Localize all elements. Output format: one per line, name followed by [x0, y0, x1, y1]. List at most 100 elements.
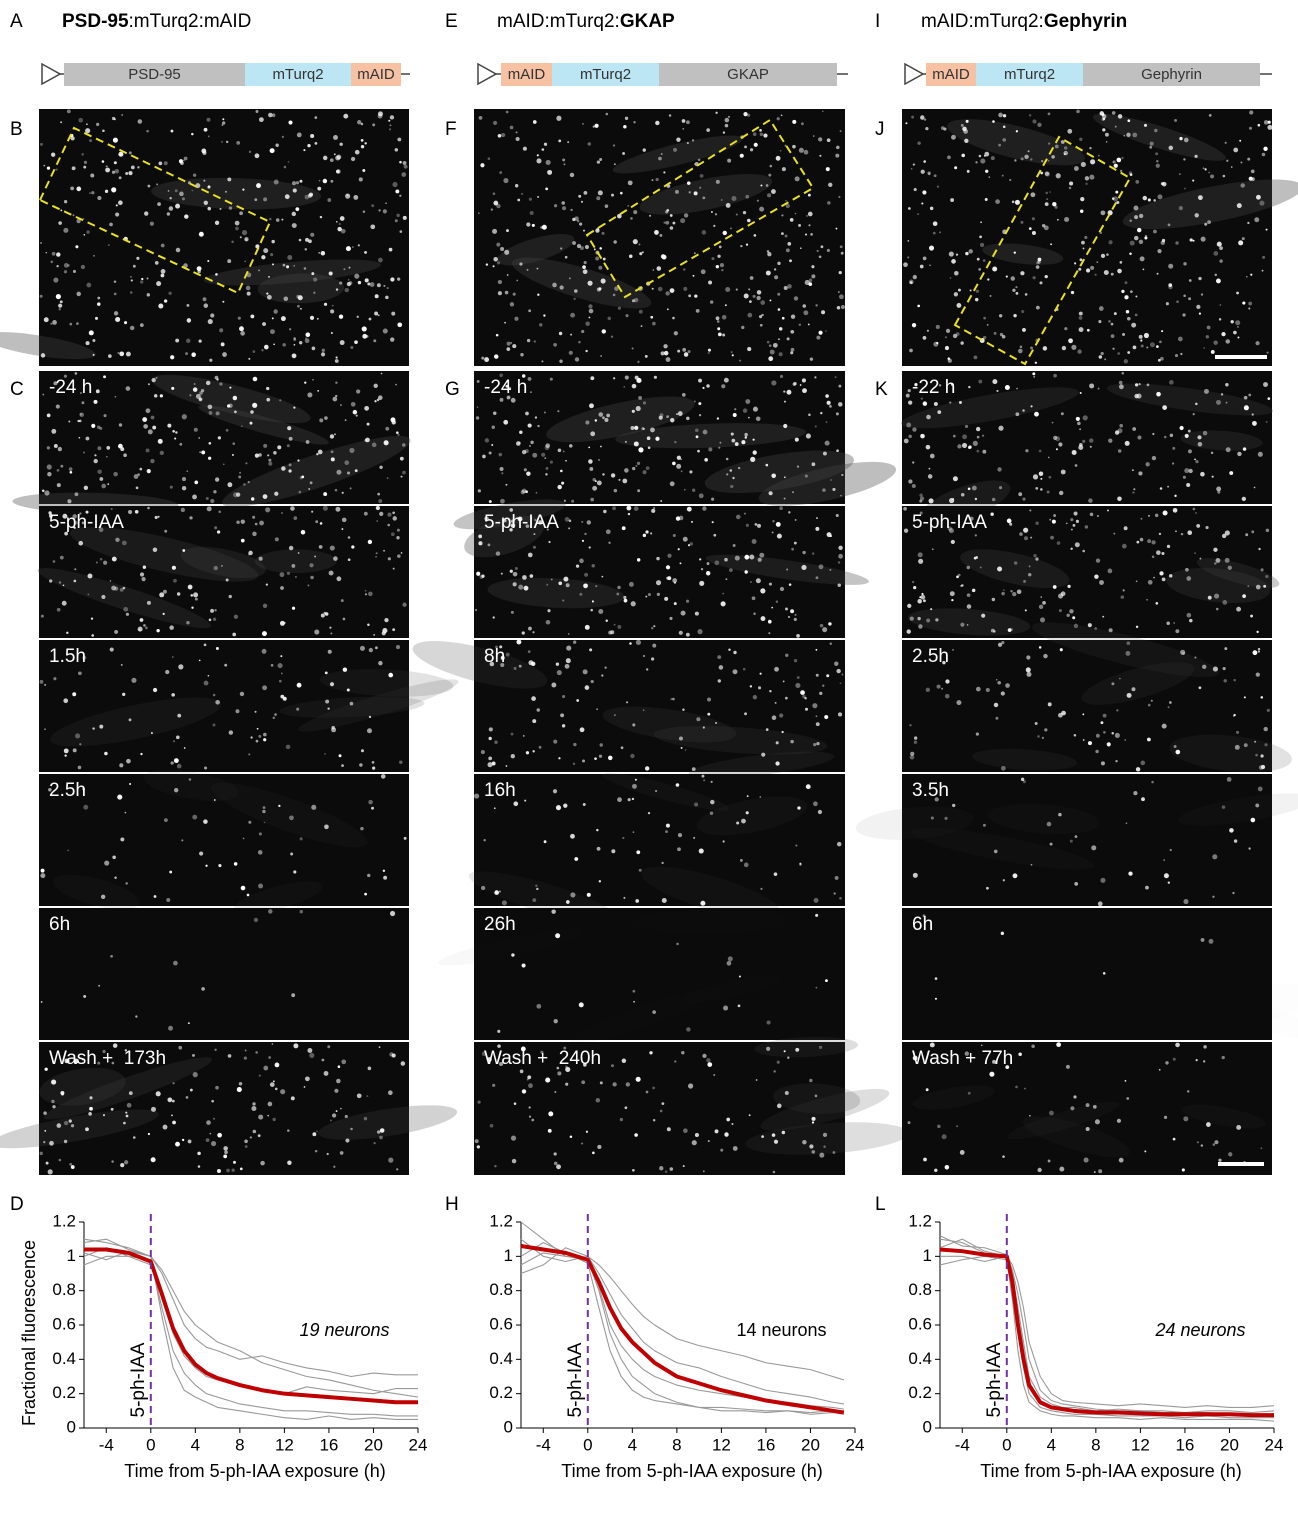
puncta: [936, 325, 940, 329]
puncta: [158, 304, 163, 309]
puncta: [49, 579, 52, 582]
puncta: [956, 1125, 958, 1127]
puncta: [115, 538, 119, 542]
puncta: [215, 1086, 219, 1090]
puncta: [827, 249, 830, 252]
puncta: [1263, 382, 1268, 387]
puncta: [960, 341, 963, 344]
puncta: [761, 753, 765, 757]
puncta: [643, 655, 645, 657]
puncta: [527, 1075, 531, 1079]
puncta: [184, 157, 188, 161]
puncta: [917, 617, 920, 620]
puncta: [150, 459, 154, 463]
puncta: [1188, 430, 1191, 433]
puncta: [511, 398, 516, 403]
puncta: [1023, 528, 1028, 533]
puncta: [214, 609, 216, 611]
puncta: [125, 812, 127, 814]
puncta: [986, 688, 990, 692]
puncta: [1251, 530, 1254, 533]
puncta: [524, 800, 526, 802]
puncta: [1179, 137, 1182, 140]
puncta: [1159, 341, 1162, 344]
puncta: [283, 622, 285, 624]
puncta: [280, 695, 284, 699]
puncta: [330, 632, 332, 634]
puncta: [69, 1163, 72, 1166]
puncta: [1137, 435, 1141, 439]
puncta: [600, 743, 603, 746]
puncta: [944, 817, 947, 820]
puncta: [529, 445, 531, 447]
puncta: [393, 568, 395, 570]
puncta: [681, 1051, 684, 1054]
puncta: [355, 469, 358, 472]
puncta: [192, 1054, 195, 1057]
puncta: [822, 627, 827, 632]
puncta: [218, 511, 221, 514]
puncta: [201, 389, 204, 392]
puncta: [259, 832, 262, 835]
puncta: [1251, 818, 1256, 823]
puncta: [759, 129, 762, 132]
puncta: [733, 669, 738, 674]
puncta: [818, 331, 822, 335]
puncta: [632, 467, 635, 470]
puncta: [493, 257, 497, 261]
puncta: [954, 292, 958, 296]
puncta: [333, 556, 338, 561]
puncta: [86, 283, 91, 288]
puncta: [158, 439, 163, 444]
puncta: [1071, 345, 1076, 350]
puncta: [913, 163, 915, 165]
puncta: [1197, 435, 1201, 439]
puncta: [1127, 693, 1132, 698]
puncta: [706, 571, 710, 575]
panel-letter: K: [875, 379, 888, 400]
puncta: [393, 516, 397, 520]
puncta: [582, 540, 584, 542]
puncta: [760, 888, 762, 890]
puncta: [812, 703, 817, 708]
puncta: [351, 157, 355, 161]
puncta: [1117, 497, 1122, 502]
puncta: [530, 574, 534, 578]
puncta: [321, 352, 325, 356]
x-tick-label: 12: [275, 1435, 294, 1454]
puncta: [71, 1124, 74, 1127]
puncta: [1124, 739, 1126, 741]
puncta: [989, 176, 991, 178]
puncta: [1240, 162, 1242, 164]
puncta: [740, 154, 744, 158]
timepoint-label: 6h: [912, 914, 933, 935]
puncta: [532, 453, 537, 458]
puncta: [481, 886, 485, 890]
puncta: [787, 337, 790, 340]
puncta: [650, 532, 652, 534]
puncta: [952, 804, 955, 807]
puncta: [515, 567, 518, 570]
puncta: [1032, 217, 1035, 220]
puncta: [801, 122, 804, 125]
puncta: [687, 507, 692, 512]
puncta: [997, 467, 1001, 471]
puncta: [717, 327, 720, 330]
puncta: [1070, 518, 1073, 521]
puncta: [381, 774, 386, 779]
puncta: [1052, 202, 1056, 206]
puncta: [727, 961, 732, 966]
puncta: [388, 1090, 393, 1095]
puncta: [974, 356, 978, 360]
puncta: [201, 987, 205, 991]
puncta: [913, 873, 918, 878]
puncta: [311, 805, 316, 810]
puncta: [175, 339, 179, 343]
puncta: [656, 580, 661, 585]
puncta: [1145, 235, 1147, 237]
puncta: [1111, 682, 1114, 685]
puncta: [112, 855, 116, 859]
puncta: [392, 182, 397, 187]
puncta: [83, 166, 86, 169]
puncta: [1114, 164, 1118, 168]
